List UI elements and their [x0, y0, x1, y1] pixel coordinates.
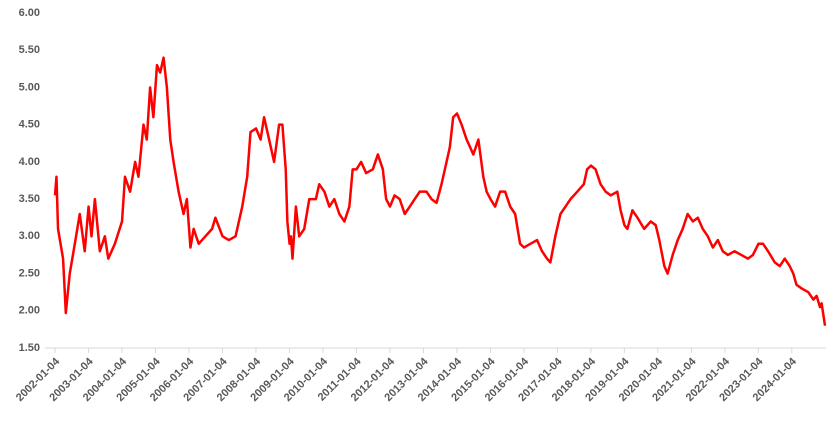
- y-tick-label: 5.50: [19, 44, 40, 56]
- y-tick-label: 3.50: [19, 193, 40, 205]
- y-tick-label: 1.50: [19, 342, 40, 354]
- y-tick-label: 3.00: [19, 230, 40, 242]
- y-tick-label: 5.00: [19, 81, 40, 93]
- y-tick-label: 2.50: [19, 267, 40, 279]
- line-series: [53, 56, 827, 326]
- y-tick-label: 4.00: [19, 156, 40, 168]
- y-tick-label: 4.50: [19, 119, 40, 131]
- y-tick-label: 6.00: [19, 7, 40, 19]
- y-tick-label: 2.00: [19, 305, 40, 317]
